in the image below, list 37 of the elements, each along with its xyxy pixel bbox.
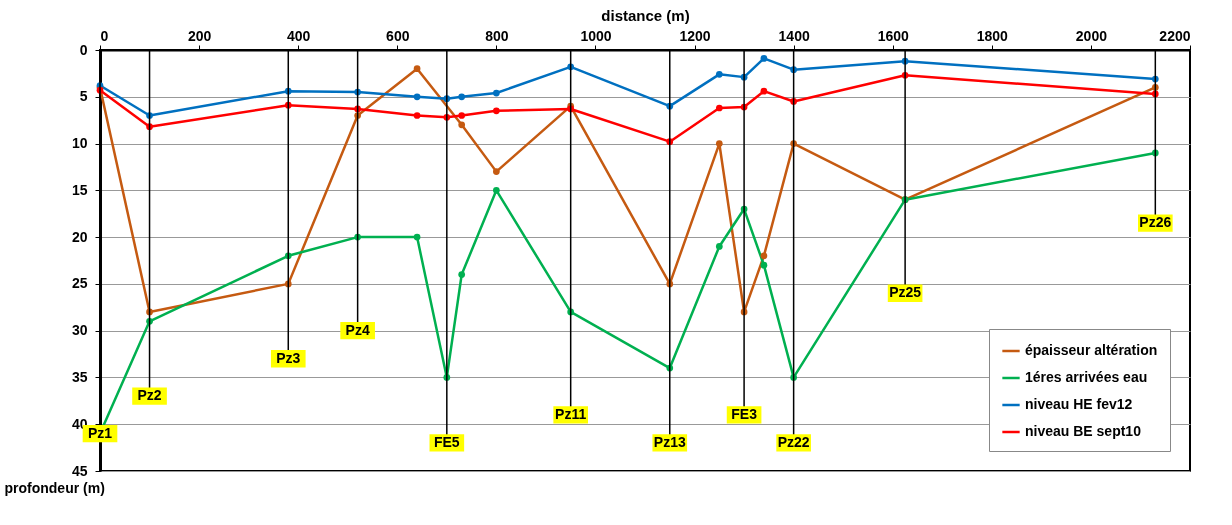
y-tick-label: 15 xyxy=(71,181,88,198)
legend-label: niveau HE fev12 xyxy=(1025,396,1133,412)
x-tick-label: 0 xyxy=(100,27,109,44)
legend-label: épaisseur altération xyxy=(1025,342,1158,358)
annotation: Pz4 xyxy=(345,321,370,338)
x-tick-label: 1800 xyxy=(976,27,1009,44)
y-tick-label: 10 xyxy=(71,135,88,152)
x-axis-title: distance (m) xyxy=(601,6,690,24)
y-tick-label: 5 xyxy=(79,88,88,105)
annotation: FE5 xyxy=(433,433,460,450)
annotation: Pz2 xyxy=(137,387,162,404)
annotation: Pz3 xyxy=(276,349,301,366)
y-tick-label: 35 xyxy=(71,368,88,385)
annotation: Pz26 xyxy=(1139,214,1172,231)
annotation: Pz11 xyxy=(555,405,587,422)
annotation: Pz25 xyxy=(889,284,922,301)
x-tick-label: 600 xyxy=(386,27,410,44)
y-tick-label: 25 xyxy=(71,275,88,292)
x-tick-label: 1000 xyxy=(580,27,612,44)
y-axis-title: profondeur (m) xyxy=(4,479,105,496)
x-tick-label: 800 xyxy=(485,27,509,44)
legend-label: 1éres arrivées eau xyxy=(1025,369,1148,385)
x-tick-label: 2000 xyxy=(1075,27,1108,44)
y-tick-label: 45 xyxy=(71,462,88,479)
x-tick-label: 200 xyxy=(187,27,212,44)
annotation: Pz22 xyxy=(777,433,810,450)
y-tick-label: 30 xyxy=(71,322,88,339)
x-tick-label: 1200 xyxy=(679,27,711,44)
legend-label: niveau BE sept10 xyxy=(1025,423,1142,439)
y-tick-label: 0 xyxy=(79,41,88,58)
x-tick-label: 400 xyxy=(287,27,311,44)
annotation: FE3 xyxy=(731,405,758,422)
annotation: Pz13 xyxy=(653,433,686,450)
y-tick-label: 20 xyxy=(71,228,88,245)
x-tick-label: 1600 xyxy=(877,27,910,44)
x-tick-label: 2200 xyxy=(1159,27,1191,44)
x-tick-label: 1400 xyxy=(778,27,810,44)
